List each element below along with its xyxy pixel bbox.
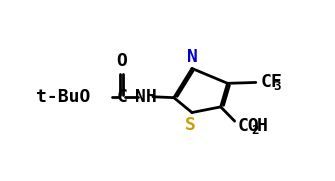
Text: C: C bbox=[116, 88, 127, 106]
Text: CF: CF bbox=[260, 73, 282, 91]
Text: 3: 3 bbox=[273, 80, 281, 93]
Text: O: O bbox=[116, 52, 127, 70]
Text: CO: CO bbox=[237, 117, 259, 136]
Text: S: S bbox=[185, 116, 196, 134]
Text: NH: NH bbox=[135, 88, 156, 106]
Text: t-BuO: t-BuO bbox=[36, 88, 90, 106]
Text: N: N bbox=[187, 48, 198, 66]
Text: 2: 2 bbox=[252, 125, 259, 137]
Text: H: H bbox=[257, 117, 267, 136]
